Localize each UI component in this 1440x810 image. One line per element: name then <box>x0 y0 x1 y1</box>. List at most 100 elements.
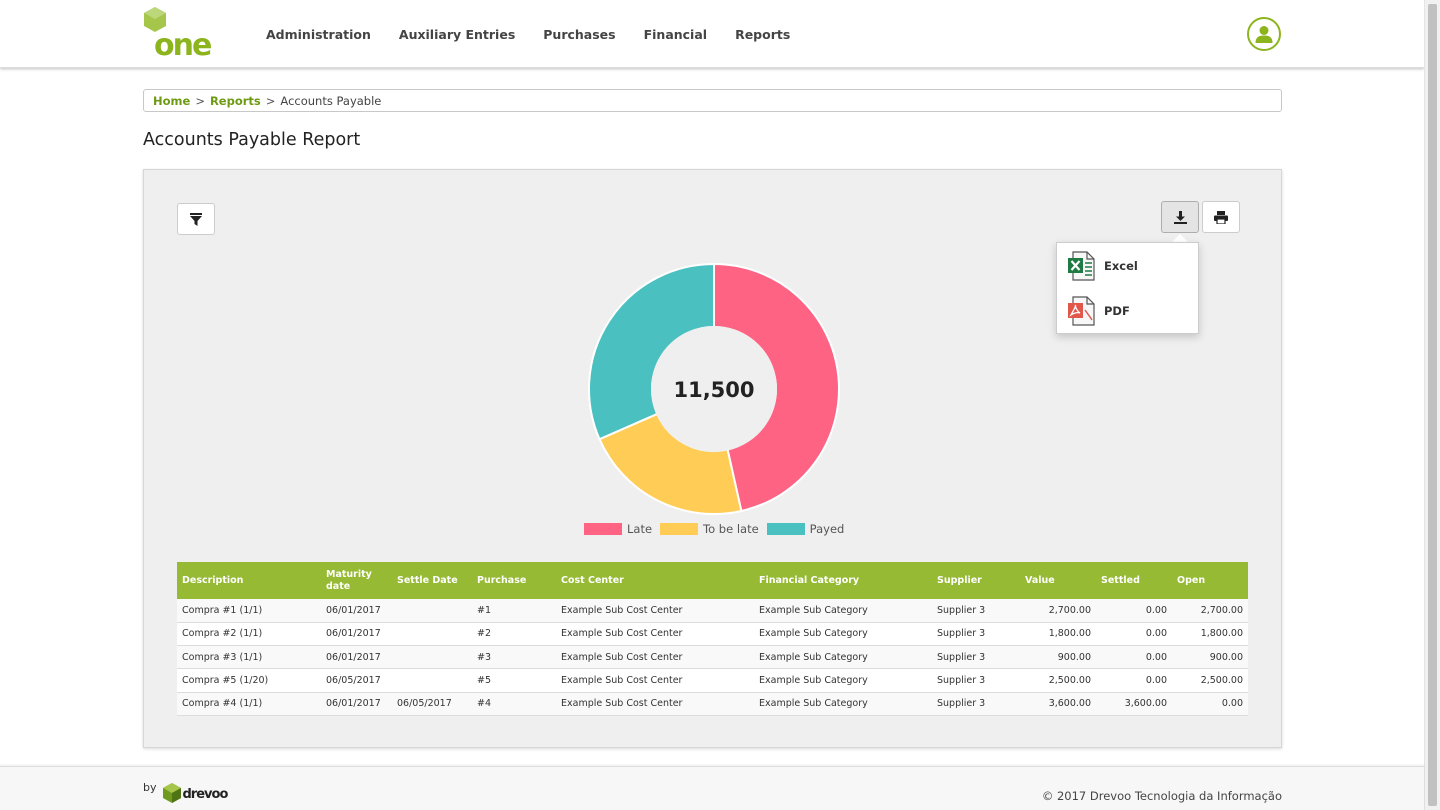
table-cell <box>392 622 472 647</box>
table-cell: Compra #4 (1/1) <box>177 692 321 716</box>
table-header-row: Description Maturity date Settle Date Pu… <box>177 562 1248 599</box>
col-value[interactable]: Value <box>1020 562 1096 599</box>
table-cell: Example Sub Cost Center <box>556 599 754 623</box>
dropdown-caret <box>1171 234 1189 243</box>
table-cell: 06/01/2017 <box>321 622 392 647</box>
nav-auxiliary-entries[interactable]: Auxiliary Entries <box>398 26 516 42</box>
nav-reports[interactable]: Reports <box>735 26 791 42</box>
table-cell: 06/01/2017 <box>321 599 392 623</box>
table-cell: Example Sub Cost Center <box>556 668 754 693</box>
table-row[interactable]: Compra #1 (1/1) 06/01/2017 #1 Example Sub C… <box>177 599 1248 623</box>
one-logo[interactable]: one <box>142 6 222 62</box>
table-cell: #5 <box>472 668 556 693</box>
table-cell: 06/01/2017 <box>321 645 392 670</box>
col-maturity-date[interactable]: Maturity date <box>321 562 392 599</box>
filter-button[interactable] <box>177 203 215 235</box>
table-cell: 2,700.00 <box>1172 599 1248 623</box>
table-cell: Example Sub Category <box>754 622 932 647</box>
legend-item[interactable]: Late <box>584 522 652 536</box>
table-row[interactable]: Compra #4 (1/1) 06/01/2017 06/05/2017 #4 Exa… <box>177 692 1248 716</box>
footer-copyright: © 2017 Drevoo Tecnologia da Informação <box>1041 789 1282 803</box>
export-pdf-option[interactable]: PDF <box>1067 296 1130 326</box>
table-cell: #1 <box>472 599 556 623</box>
table-cell: 06/05/2017 <box>392 692 472 716</box>
table-cell: Example Sub Category <box>754 692 932 716</box>
download-button[interactable] <box>1161 201 1199 233</box>
table-cell: Supplier 3 <box>932 599 1020 623</box>
col-settle-date[interactable]: Settle Date <box>392 562 472 599</box>
col-description[interactable]: Description <box>177 562 321 599</box>
table-cell: Compra #5 (1/20) <box>177 668 321 693</box>
report-panel: Excel PDF 11,500 Late To be late Payed Des… <box>143 169 1282 748</box>
chart-legend: Late To be late Payed <box>584 522 852 536</box>
legend-item[interactable]: Payed <box>766 522 845 536</box>
nav-administration[interactable]: Administration <box>266 26 371 42</box>
table-cell: 3,600.00 <box>1020 692 1096 716</box>
vertical-scrollbar[interactable] <box>1424 0 1440 810</box>
table-cell: 3,600.00 <box>1096 692 1172 716</box>
table-cell: 2,700.00 <box>1020 599 1096 623</box>
col-cost-center[interactable]: Cost Center <box>556 562 754 599</box>
legend-swatch <box>766 523 805 535</box>
user-icon <box>1255 26 1273 43</box>
breadcrumb-current: Accounts Payable <box>280 93 382 108</box>
table-cell: #2 <box>472 622 556 647</box>
doughnut-hole <box>651 326 777 452</box>
export-pdf-label: PDF <box>1104 304 1130 318</box>
breadcrumb-home[interactable]: Home <box>153 93 191 108</box>
table-cell <box>392 668 472 693</box>
nav-purchases[interactable]: Purchases <box>543 26 616 42</box>
table-cell: 0.00 <box>1096 668 1172 693</box>
table-cell: Compra #2 (1/1) <box>177 622 321 647</box>
table-row[interactable]: Compra #3 (1/1) 06/01/2017 #3 Example Sub C… <box>177 645 1248 670</box>
table-cell: #4 <box>472 692 556 716</box>
table-cell: 0.00 <box>1096 645 1172 670</box>
drevoo-logo-text[interactable]: drevoo <box>182 787 229 802</box>
table-cell: 06/05/2017 <box>321 668 392 693</box>
table-cell: #3 <box>472 645 556 670</box>
breadcrumb-separator: > <box>265 93 276 108</box>
page-footer: by drevoo © 2017 Drevoo Tecnologia da In… <box>0 766 1424 810</box>
page-title: Accounts Payable Report <box>143 130 361 150</box>
footer-brand: by drevoo <box>143 781 229 804</box>
table-cell: 06/01/2017 <box>321 692 392 716</box>
drevoo-logo-icon <box>162 783 181 803</box>
footer-by-label: by <box>143 781 157 794</box>
table-cell: 900.00 <box>1172 645 1248 670</box>
table-cell: 1,800.00 <box>1020 622 1096 647</box>
user-menu-button[interactable] <box>1247 17 1281 51</box>
table-cell: Example Sub Category <box>754 599 932 623</box>
table-cell: Example Sub Category <box>754 645 932 670</box>
table-cell: Compra #3 (1/1) <box>177 645 321 670</box>
doughnut-center-total: 11,500 <box>673 378 754 402</box>
export-excel-option[interactable]: Excel <box>1067 251 1138 281</box>
col-purchase[interactable]: Purchase <box>472 562 556 599</box>
top-navbar: one Administration Auxiliary Entries Pur… <box>0 0 1424 68</box>
table-cell: Compra #1 (1/1) <box>177 599 321 623</box>
table-cell: Example Sub Cost Center <box>556 692 754 716</box>
col-settled[interactable]: Settled <box>1096 562 1172 599</box>
table-row[interactable]: Compra #5 (1/20) 06/05/2017 #5 Example Sub … <box>177 668 1248 693</box>
breadcrumb-reports[interactable]: Reports <box>209 93 261 108</box>
table-cell <box>392 599 472 623</box>
filter-icon <box>190 212 202 226</box>
svg-text:one: one <box>154 28 211 62</box>
col-open[interactable]: Open <box>1172 562 1248 599</box>
excel-file-icon <box>1068 251 1095 281</box>
col-supplier[interactable]: Supplier <box>932 562 1020 599</box>
legend-label: Late <box>627 522 653 536</box>
table-cell: Supplier 3 <box>932 645 1020 670</box>
col-financial-category[interactable]: Financial Category <box>754 562 932 599</box>
print-button[interactable] <box>1202 201 1240 233</box>
nav-financial[interactable]: Financial <box>643 26 708 42</box>
legend-label: Payed <box>809 522 845 536</box>
legend-item[interactable]: To be late <box>660 522 759 536</box>
table-cell: 0.00 <box>1096 599 1172 623</box>
table-cell: 2,500.00 <box>1020 668 1096 693</box>
table-cell: Supplier 3 <box>932 692 1020 716</box>
breadcrumb: Home > Reports > Accounts Payable <box>143 89 1282 112</box>
legend-swatch <box>660 523 699 535</box>
scrollbar-thumb[interactable] <box>1428 4 1437 806</box>
table-cell: 900.00 <box>1020 645 1096 670</box>
table-row[interactable]: Compra #2 (1/1) 06/01/2017 #2 Example Sub C… <box>177 622 1248 647</box>
